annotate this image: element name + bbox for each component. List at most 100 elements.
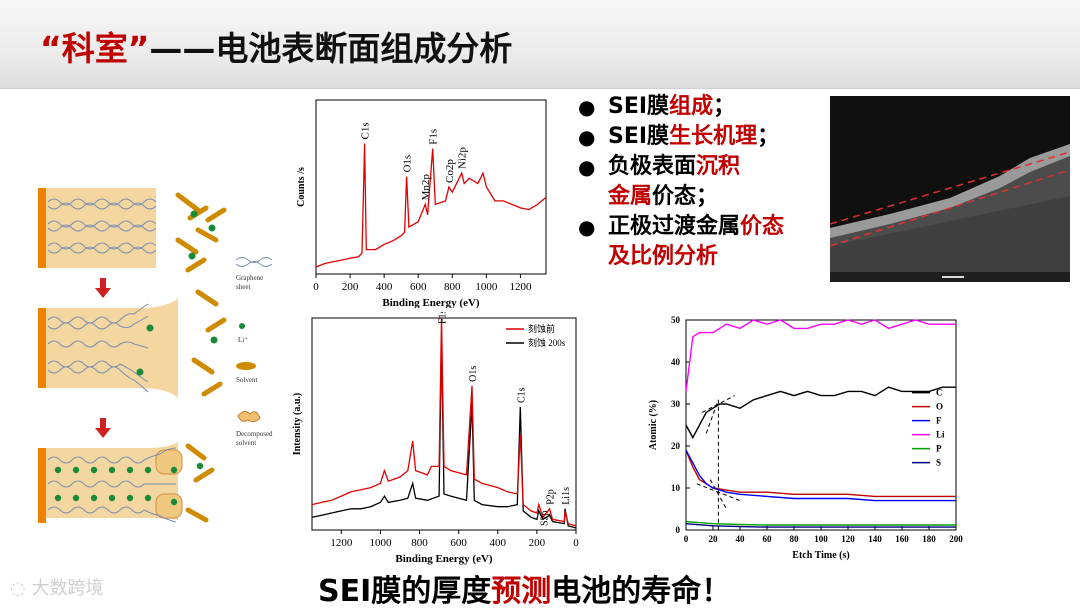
stage-3 (38, 442, 215, 523)
x-tick-label: 200 (342, 281, 359, 293)
footer-pre: SEI膜的厚度 (318, 574, 492, 609)
peak-label: F1s (437, 312, 448, 324)
bullet-dot-icon: ● (578, 125, 596, 149)
y-tick-label: 50 (671, 315, 681, 325)
bullet-item: ● SEI膜生长机理； (578, 122, 828, 152)
x-tick-label: 800 (411, 537, 428, 549)
x-tick-label: 0 (684, 534, 689, 544)
footer-post: 电池的寿命！ (551, 574, 732, 609)
x-tick-label: 200 (949, 534, 963, 544)
stage-1 (38, 188, 227, 273)
bullet-text: 价态； (652, 184, 719, 209)
x-axis-label: Binding Energy (eV) (382, 297, 480, 308)
x-tick-label: 600 (410, 281, 427, 293)
tangent-line (709, 479, 727, 510)
footer-conclusion: SEI膜的厚度预测电池的寿命！ (318, 566, 731, 610)
x-tick-label: 80 (790, 534, 800, 544)
watermark-text: 大数跨境 (31, 578, 104, 599)
legend-solvent: Solvent (236, 376, 257, 384)
legend-decomposed-line2: solvent (236, 439, 256, 447)
series-line (311, 317, 577, 527)
xps-etch-comparison-chart: 1200 1000 800 600 400 200 0 Binding Energy (eV)… (286, 312, 580, 566)
peak-label: Li1s (561, 487, 572, 505)
plot-frame (311, 317, 577, 531)
tangent-line (701, 395, 735, 413)
x-tick-label: 400 (376, 281, 393, 293)
x-tick-label: 1200 (509, 281, 532, 293)
legend-graphene-line2: sheet (236, 283, 250, 291)
peak-label: S2p (540, 510, 551, 526)
bullet-dot-icon: ● (578, 215, 596, 239)
footer-red: 预测 (491, 574, 552, 609)
y-tick-label: 10 (671, 483, 681, 493)
legend-label: F (936, 416, 942, 426)
y-tick-label: 0 (676, 525, 681, 535)
series-line (685, 449, 956, 502)
x-tick-label: 20 (709, 534, 719, 544)
x-tick-label: 100 (814, 534, 828, 544)
legend-li: Li⁺ (238, 336, 248, 344)
bullet-text: 沉积 (696, 154, 741, 179)
y-axis-label: Intensity (a.u.) (292, 393, 303, 456)
y-axis-label: Counts /s (296, 167, 307, 207)
arrow-down-icon (95, 418, 111, 438)
peak-label: C1s (360, 122, 372, 139)
x-tick-label: 1000 (369, 537, 392, 549)
bullet-dot-icon: ● (578, 95, 596, 119)
title-bar: “科室”——电池表断面组成分析 (0, 0, 1080, 89)
tangent-line (696, 483, 741, 502)
x-axis-label: Etch Time (s) (792, 550, 849, 561)
watermark-logo-icon: ◌ (10, 578, 26, 599)
x-tick-label: 800 (444, 281, 461, 293)
watermark: ◌ 大数跨境 (10, 574, 103, 600)
series-line (685, 523, 956, 528)
tangent-line (705, 399, 719, 434)
analysis-bullet-list: ● SEI膜组成； ● SEI膜生长机理； ● 负极表面沉积 金属价态； ● 正极过渡金属价态及… (578, 92, 828, 272)
bullet-text: SEI膜 (608, 124, 670, 149)
bullet-text: SEI膜 (608, 94, 670, 119)
bullet-item: ● 负极表面沉积 金属价态； (578, 152, 828, 212)
x-tick-label: 40 (736, 534, 746, 544)
bullet-item: ● SEI膜组成； (578, 92, 828, 122)
peak-label: Mn2p (420, 174, 432, 201)
atomic-percent-chart: 0 20 40 60 80 100 120 140 160 180 200 0 10 20 30 40 50 Et… (640, 312, 970, 566)
legend-label: O (936, 402, 943, 412)
x-tick-label: 600 (450, 537, 467, 549)
bullet-text: 及比例分析 (608, 244, 719, 269)
peak-label: O1s (468, 366, 479, 382)
x-tick-label: 1000 (475, 281, 498, 293)
bullet-text: 金属 (608, 184, 653, 209)
title-rest: ——电池表断面组成分析 (149, 29, 513, 68)
peak-label: P2p (546, 489, 557, 505)
schematic-legend: Graphene sheet Li⁺ Solvent Decomposed so… (235, 257, 273, 447)
legend-label: 刻蚀 200s (528, 337, 566, 348)
bullet-text: 正极过渡金属 (608, 214, 741, 239)
sei-schematic-diagram: Graphene sheet Li⁺ Solvent Decomposed so… (28, 180, 290, 525)
legend-decomposed-line1: Decomposed (236, 430, 273, 438)
series-line (685, 449, 956, 498)
page-title: “科室”——电池表断面组成分析 (40, 22, 512, 70)
bullet-item: ● 正极过渡金属价态 及比例分析 (578, 212, 828, 272)
x-tick-label: 180 (922, 534, 936, 544)
x-tick-label: 1200 (330, 537, 353, 549)
legend-label: 刻蚀前 (528, 323, 555, 334)
peak-label: C1s (516, 387, 527, 403)
series-line (685, 319, 956, 392)
series-line (311, 339, 577, 529)
bullet-text: 组成 (669, 94, 714, 119)
bullet-text: 生长机理 (669, 124, 758, 149)
series-line (685, 520, 956, 526)
bullet-text: ； (757, 124, 780, 149)
bullet-dot-icon: ● (578, 155, 596, 179)
x-tick-label: 200 (529, 537, 546, 549)
stage-2 (38, 289, 227, 398)
legend-label: P (936, 444, 942, 454)
legend-label: C (936, 388, 943, 398)
x-tick-label: 120 (841, 534, 855, 544)
x-tick-label: 160 (895, 534, 909, 544)
xps-survey-chart: 0 200 400 600 800 1000 1200 Binding Energy (eV)… (288, 94, 554, 308)
bullet-text: ； (713, 94, 736, 119)
legend-label: S (936, 458, 941, 468)
y-tick-label: 20 (671, 441, 681, 451)
x-tick-label: 0 (573, 537, 579, 549)
